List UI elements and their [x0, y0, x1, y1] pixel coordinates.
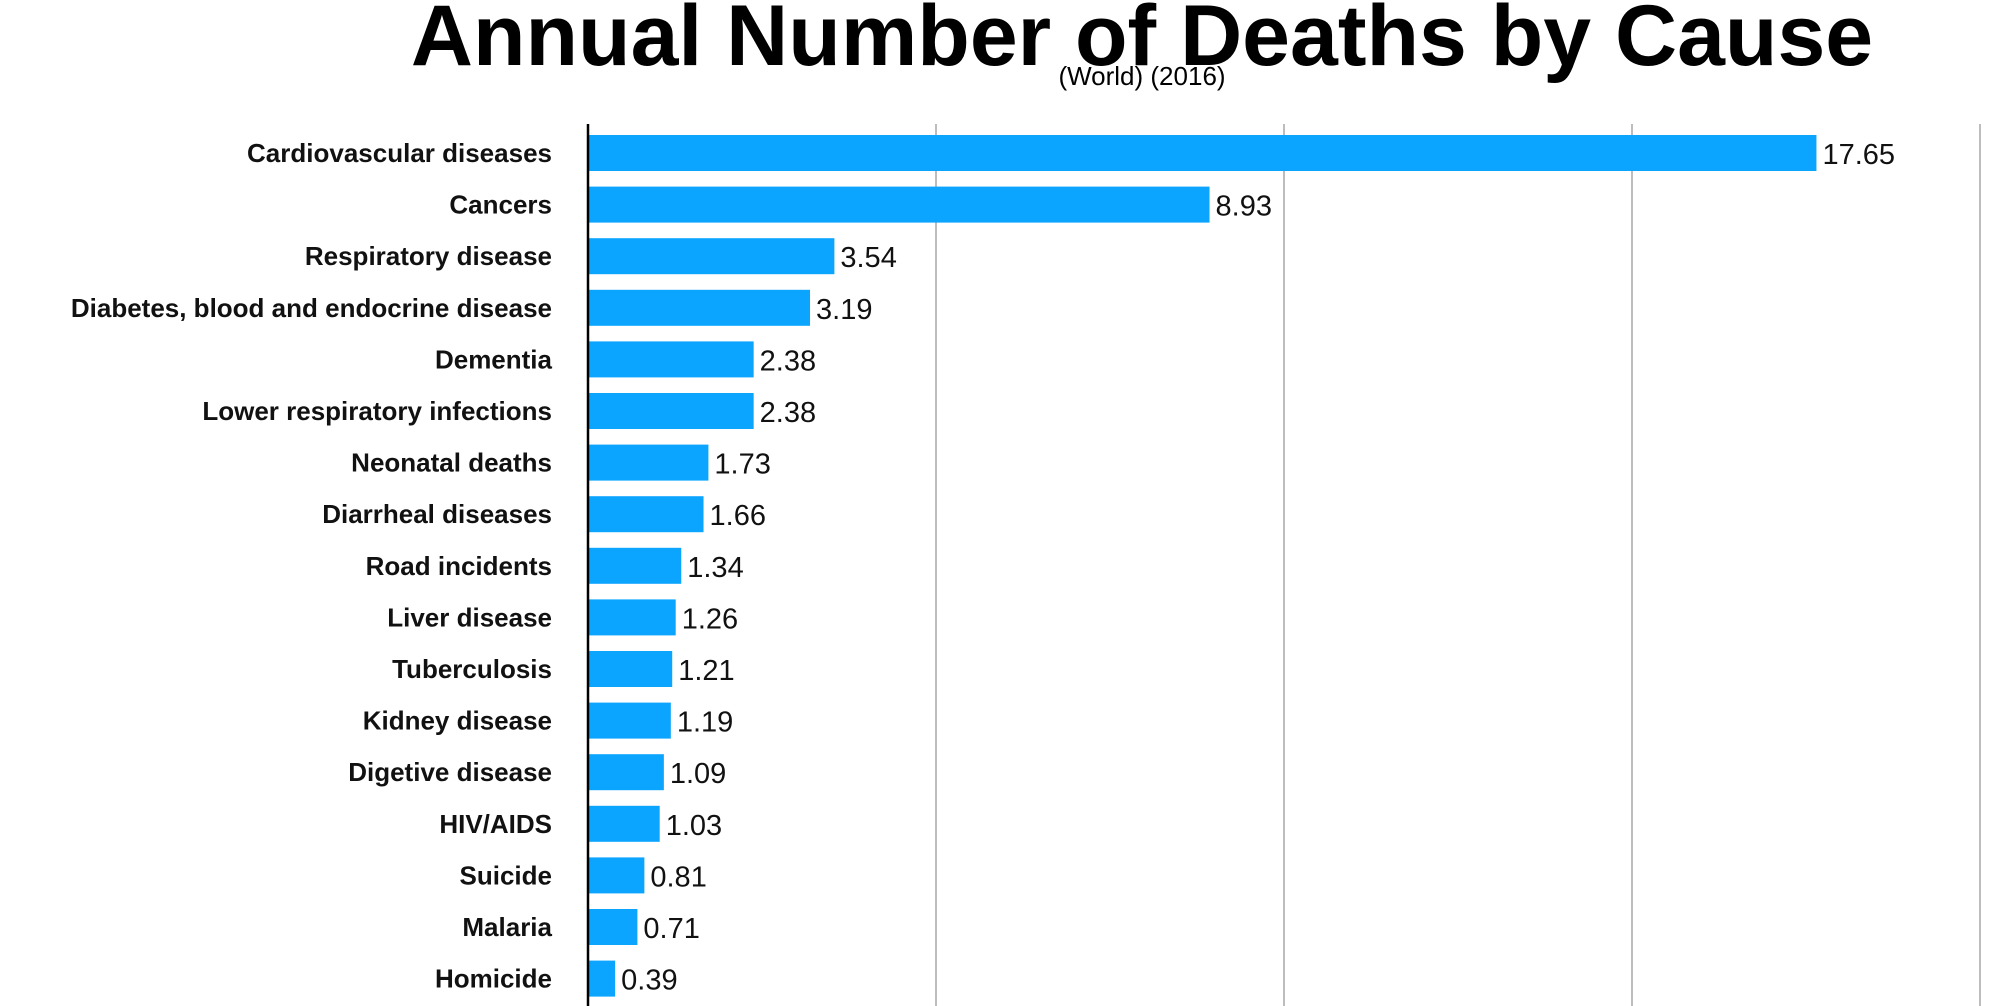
category-label-13: HIV/AIDS: [439, 809, 552, 839]
bar-15: [588, 909, 638, 945]
value-label-10: 1.21: [678, 655, 734, 687]
category-label-3: Diabetes, blood and endocrine disease: [71, 293, 552, 323]
category-label-4: Dementia: [435, 344, 553, 374]
value-label-5: 2.38: [760, 397, 816, 429]
bar-6: [588, 444, 709, 481]
value-label-12: 1.09: [670, 758, 726, 790]
value-label-6: 1.73: [714, 449, 770, 481]
chart-subtitle: (World) (2016): [1058, 61, 1226, 91]
gridlines: [935, 124, 1981, 1006]
value-label-13: 1.03: [666, 810, 722, 842]
bar-13: [588, 805, 660, 842]
category-label-7: Diarrheal diseases: [322, 499, 552, 529]
value-label-3: 3.19: [816, 294, 872, 326]
value-label-8: 1.34: [687, 552, 743, 584]
category-label-12: Digetive disease: [348, 757, 552, 787]
value-label-4: 2.38: [760, 345, 816, 377]
category-label-0: Cardiovascular diseases: [247, 138, 552, 168]
bar-14: [588, 857, 645, 894]
value-labels: 17.658.933.543.192.382.381.731.661.341.2…: [621, 139, 1895, 997]
bar-10: [588, 651, 673, 687]
bar-5: [588, 393, 754, 429]
category-label-2: Respiratory disease: [305, 241, 552, 271]
bar-1: [588, 186, 1210, 223]
category-label-1: Cancers: [449, 190, 552, 220]
category-label-11: Kidney disease: [363, 706, 552, 736]
bar-3: [588, 289, 811, 326]
value-label-2: 3.54: [840, 242, 896, 274]
bar-12: [588, 754, 664, 791]
category-label-16: Homicide: [435, 964, 552, 994]
bar-0: [588, 135, 1817, 171]
value-label-7: 1.66: [710, 500, 766, 532]
bar-9: [588, 599, 676, 636]
bar-4: [588, 341, 754, 378]
bars: [588, 135, 1817, 997]
value-label-1: 8.93: [1216, 191, 1272, 223]
category-label-5: Lower respiratory infections: [202, 396, 552, 426]
bar-8: [588, 547, 682, 584]
bar-11: [588, 702, 671, 739]
value-label-9: 1.26: [682, 603, 738, 635]
bar-2: [588, 238, 835, 275]
category-label-9: Liver disease: [387, 602, 552, 632]
chart-title: Annual Number of Deaths by Cause: [410, 0, 1874, 84]
value-label-15: 0.71: [643, 913, 699, 945]
bar-16: [588, 960, 616, 997]
value-label-11: 1.19: [677, 707, 733, 739]
bar-7: [588, 496, 704, 533]
category-label-14: Suicide: [460, 860, 552, 890]
category-label-10: Tuberculosis: [392, 654, 552, 684]
value-label-16: 0.39: [621, 965, 677, 997]
category-label-15: Malaria: [462, 912, 552, 942]
value-label-14: 0.81: [650, 861, 706, 893]
category-label-8: Road incidents: [366, 551, 552, 581]
category-label-6: Neonatal deaths: [351, 448, 552, 478]
category-labels: Cardiovascular diseases Cancers Respirator…: [71, 138, 553, 994]
value-label-0: 17.65: [1822, 139, 1895, 171]
